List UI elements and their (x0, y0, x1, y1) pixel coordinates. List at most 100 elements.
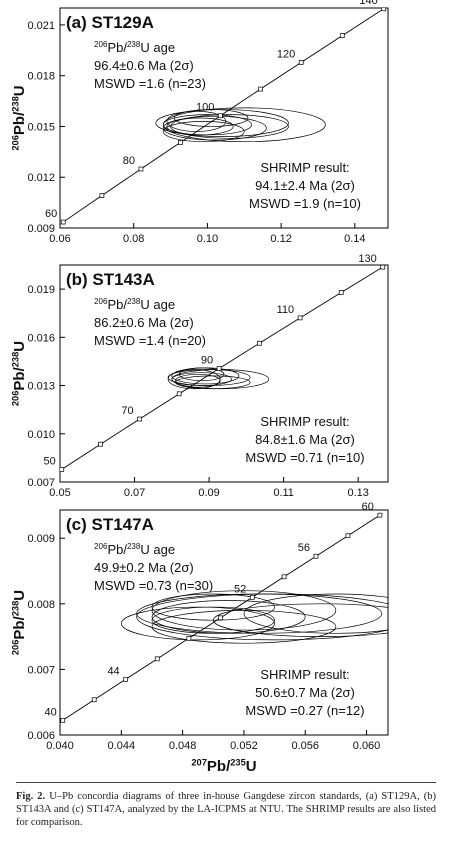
age-label: 80 (123, 155, 135, 167)
mswd-result: MSWD =1.4 (n=20) (94, 333, 206, 348)
age-label: 70 (121, 405, 133, 417)
caption: Fig. 2. U–Pb concordia diagrams of three… (16, 790, 436, 829)
y-tick-label: 0.016 (27, 332, 55, 344)
error-ellipse (136, 593, 388, 641)
plot-frame (59, 264, 389, 483)
age-marker (138, 166, 144, 172)
x-tick-label: 0.08 (123, 233, 144, 245)
error-ellipse (151, 610, 337, 644)
x-tick-label: 0.09 (198, 487, 219, 499)
shrimp-title: SHRIMP result: (260, 160, 349, 175)
age-marker (377, 512, 383, 518)
x-tick-label: 0.07 (124, 487, 145, 499)
age-marker (99, 193, 105, 198)
age-label: 50 (44, 455, 56, 467)
shrimp-mswd: MSWD =0.71 (n=10) (245, 450, 364, 465)
error-ellipse (162, 121, 245, 143)
caption-text: U–Pb concordia diagrams of three in-hous… (16, 791, 436, 828)
label-part: U (11, 341, 28, 352)
error-ellipse (212, 603, 388, 637)
error-ellipse (162, 115, 267, 141)
age-marker (258, 86, 263, 92)
label-part: 238 (10, 96, 20, 112)
y-axis-label: 206Pb/238U (10, 85, 28, 150)
age-label: 60 (362, 501, 374, 513)
label-part: 206 (10, 640, 20, 656)
age-marker (297, 315, 303, 321)
plot-area (60, 8, 387, 225)
shrimp-mswd: MSWD =1.9 (n=10) (249, 196, 361, 211)
age-marker (60, 467, 65, 472)
age-marker (339, 33, 345, 38)
x-tick-label: 0.13 (347, 487, 368, 499)
y-tick-label: 0.008 (27, 599, 55, 611)
label-part: 235 (230, 757, 246, 767)
error-ellipse (162, 107, 326, 143)
error-ellipse (151, 600, 306, 634)
x-tick-label: 0.14 (344, 233, 365, 245)
mswd-result: MSWD =0.73 (n=30) (94, 578, 213, 593)
age-marker (60, 717, 66, 723)
age-result: 96.4±0.6 Ma (2σ) (94, 58, 194, 73)
age-marker (298, 59, 304, 65)
error-ellipse (173, 109, 249, 127)
age-result: 86.2±0.6 Ma (2σ) (94, 315, 194, 330)
label-part: 206 (10, 391, 20, 407)
plot-area (60, 265, 386, 472)
age-marker (137, 416, 143, 422)
x-tick-label: 0.048 (169, 740, 197, 752)
label-part: Pb/ (11, 366, 28, 390)
shrimp-title: SHRIMP result: (260, 414, 349, 429)
x-axis-label: 207Pb/235U (191, 757, 256, 775)
label-part: Pb/ (11, 615, 28, 639)
age-result: 49.9±0.2 Ma (2σ) (94, 560, 194, 575)
age-label-heading: 206Pb/238U age (94, 297, 175, 312)
error-ellipse (243, 593, 388, 634)
panel-title: (b) ST143A (66, 270, 155, 289)
age-marker (345, 533, 351, 539)
error-ellipse (167, 369, 221, 390)
shrimp-mswd: MSWD =0.27 (n=12) (245, 703, 364, 718)
age-marker (381, 8, 387, 12)
age-label: 44 (107, 665, 119, 677)
shrimp-age: 94.1±2.4 Ma (2σ) (255, 178, 355, 193)
age-marker (154, 656, 160, 662)
shrimp-title: SHRIMP result: (260, 667, 349, 682)
x-tick-label: 0.040 (46, 740, 74, 752)
age-marker (380, 265, 386, 270)
x-tick-label: 0.044 (108, 740, 136, 752)
y-tick-label: 0.019 (27, 284, 55, 296)
label-part: 238 (127, 297, 141, 306)
y-tick-label: 0.012 (27, 172, 55, 184)
label-part: U age (140, 40, 175, 55)
age-marker (60, 219, 66, 225)
age-marker (123, 676, 129, 682)
label-part: U age (140, 297, 175, 312)
y-axis-label: 206Pb/238U (10, 341, 28, 406)
age-marker (281, 574, 287, 580)
shrimp-age: 50.6±0.7 Ma (2σ) (255, 685, 355, 700)
y-tick-label: 0.007 (27, 477, 55, 489)
y-tick-label: 0.018 (27, 71, 55, 83)
age-label: 52 (234, 583, 246, 595)
y-tick-label: 0.007 (27, 664, 55, 676)
label-part: 238 (10, 601, 20, 617)
plot-frame (59, 509, 389, 736)
panel-title: (a) ST129A (66, 13, 154, 32)
mswd-result: MSWD =1.6 (n=23) (94, 76, 206, 91)
label-part: Pb/ (107, 297, 127, 312)
figure: 0.009 0.012 0.015 0.018 0.021 0.06 0.08 0.10 0.1… (10, 0, 389, 775)
age-marker (176, 391, 182, 397)
age-label: 40 (45, 706, 57, 718)
age-label: 140 (359, 0, 377, 7)
x-tick-label: 0.06 (49, 233, 70, 245)
y-tick-label: 0.009 (27, 533, 55, 545)
y-tick-label: 0.006 (27, 730, 55, 742)
age-label: 60 (45, 208, 57, 220)
age-marker (249, 594, 255, 600)
age-marker (216, 366, 222, 371)
age-marker (178, 140, 183, 145)
y-tick-label: 0.021 (27, 20, 55, 32)
age-label-heading: 206Pb/238U age (94, 542, 175, 557)
